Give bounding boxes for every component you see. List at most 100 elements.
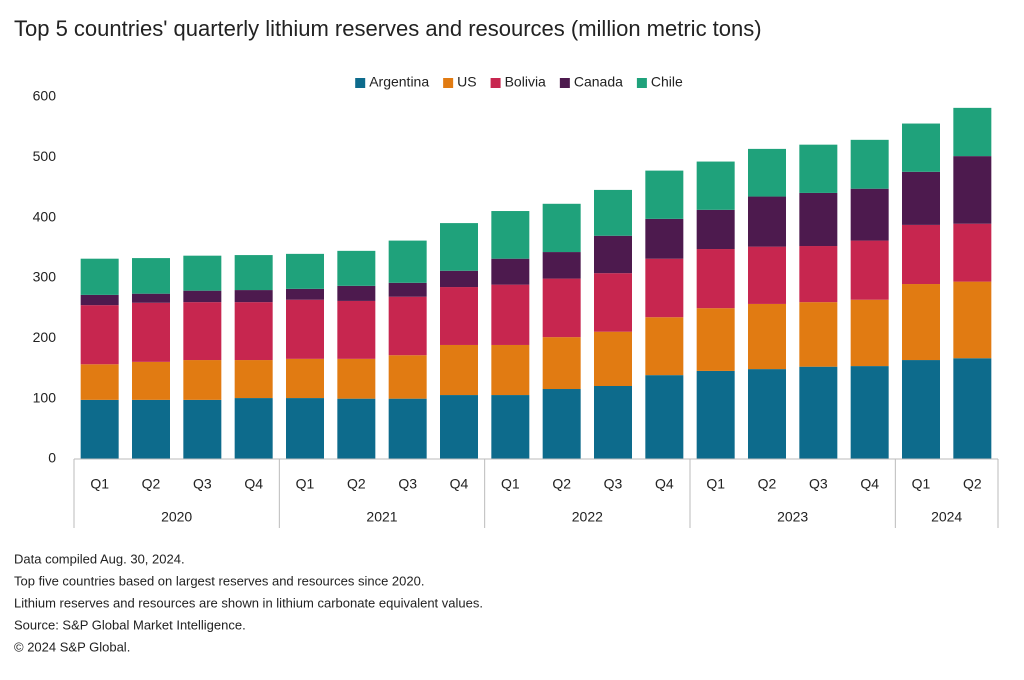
bar-segment xyxy=(388,398,427,459)
bar-segment xyxy=(542,203,581,253)
bar-segment xyxy=(542,389,581,459)
bar-segment xyxy=(850,299,889,367)
y-tick-label: 100 xyxy=(33,389,57,405)
bar-segment xyxy=(286,288,324,300)
y-tick-label: 500 xyxy=(33,148,57,164)
bar-segment xyxy=(696,209,735,250)
x-tick-label: Q3 xyxy=(604,476,623,492)
bar-segment xyxy=(850,240,889,300)
bar-segment xyxy=(594,189,632,236)
bar-segment xyxy=(542,278,581,338)
bar-segment xyxy=(183,290,222,303)
bar-segment xyxy=(850,139,889,189)
bar-segment xyxy=(491,395,530,459)
x-tick-label: Q4 xyxy=(655,476,674,492)
bar-segment xyxy=(440,287,478,345)
footnote: Source: S&P Global Market Intelligence. xyxy=(14,617,246,632)
bar-segment xyxy=(491,211,530,259)
bar-segment xyxy=(645,317,684,376)
bar-segment xyxy=(183,360,222,400)
x-tick-label: Q3 xyxy=(809,476,828,492)
bar-segment xyxy=(953,107,992,157)
bar-segment xyxy=(337,285,376,301)
bar-segment xyxy=(80,258,119,295)
bar-segment xyxy=(132,302,170,362)
legend-label: US xyxy=(457,74,476,90)
x-group-label: 2023 xyxy=(777,509,808,525)
legend-swatch xyxy=(636,78,647,88)
bar-segment xyxy=(440,395,478,459)
bar-segment xyxy=(953,156,992,224)
bar-segment xyxy=(388,240,427,283)
bar-segment xyxy=(799,144,838,193)
footnote: © 2024 S&P Global. xyxy=(14,639,130,654)
bar-segment xyxy=(850,188,889,241)
bar-segment xyxy=(696,370,735,459)
bar-segment xyxy=(953,281,992,359)
bar-segment xyxy=(902,284,940,361)
y-tick-label: 300 xyxy=(33,269,57,285)
bar-segment xyxy=(234,398,273,459)
bar-segment xyxy=(234,360,273,399)
bar-segment xyxy=(80,399,119,459)
bar-segment xyxy=(799,192,838,247)
bar-segment xyxy=(286,299,324,359)
bar-segment xyxy=(645,218,684,259)
bar-segment xyxy=(234,255,273,291)
bar-segment xyxy=(696,249,735,309)
bar-segment xyxy=(902,123,940,172)
bar-segment xyxy=(183,302,222,361)
bar-segment xyxy=(645,170,684,219)
bar-segment xyxy=(440,344,478,396)
bar-segment xyxy=(388,355,427,399)
bar-segment xyxy=(748,148,786,197)
bar-segment xyxy=(132,258,170,294)
bar-segment xyxy=(696,161,735,210)
bar-segment xyxy=(286,398,324,459)
bar-segment xyxy=(183,399,222,459)
bar-segment xyxy=(491,258,530,285)
bar-segment xyxy=(80,305,119,365)
bar-segment xyxy=(902,360,940,459)
bar-segment xyxy=(799,366,838,459)
legend-label: Bolivia xyxy=(505,74,546,90)
legend-label: Canada xyxy=(574,74,623,90)
bar-segment xyxy=(953,223,992,282)
bar-segment xyxy=(337,358,376,399)
y-tick-label: 200 xyxy=(33,329,57,345)
legend-swatch xyxy=(443,78,454,88)
bar-segment xyxy=(337,300,376,359)
x-tick-label: Q4 xyxy=(860,476,879,492)
bar-segment xyxy=(388,296,427,356)
bar-segment xyxy=(594,273,632,332)
bar-segment xyxy=(594,331,632,386)
legend-label: Chile xyxy=(651,74,683,90)
bar-segment xyxy=(132,293,170,303)
bar-segment xyxy=(491,284,530,345)
bar-segment xyxy=(748,369,786,459)
x-group-label: 2024 xyxy=(931,509,962,525)
x-tick-label: Q1 xyxy=(501,476,520,492)
bar-segment xyxy=(388,282,427,297)
x-tick-label: Q2 xyxy=(963,476,982,492)
x-tick-label: Q3 xyxy=(193,476,212,492)
footnote: Data compiled Aug. 30, 2024. xyxy=(14,551,185,566)
bar-segment xyxy=(80,294,119,306)
bar-segment xyxy=(286,253,324,289)
x-tick-label: Q3 xyxy=(398,476,417,492)
x-tick-label: Q1 xyxy=(912,476,931,492)
x-tick-label: Q2 xyxy=(758,476,777,492)
x-group-label: 2021 xyxy=(366,509,397,525)
bar-segment xyxy=(440,270,478,288)
legend-swatch xyxy=(559,78,570,88)
bar-segment xyxy=(799,246,838,303)
bar-segment xyxy=(286,358,324,399)
bar-segment xyxy=(645,258,684,318)
bar-segment xyxy=(748,303,786,370)
bar-segment xyxy=(748,196,786,247)
bar-segment xyxy=(902,224,940,285)
bar-segment xyxy=(594,235,632,274)
bar-segment xyxy=(491,344,530,396)
bar-segment xyxy=(953,358,992,459)
bar-segment xyxy=(337,250,376,286)
